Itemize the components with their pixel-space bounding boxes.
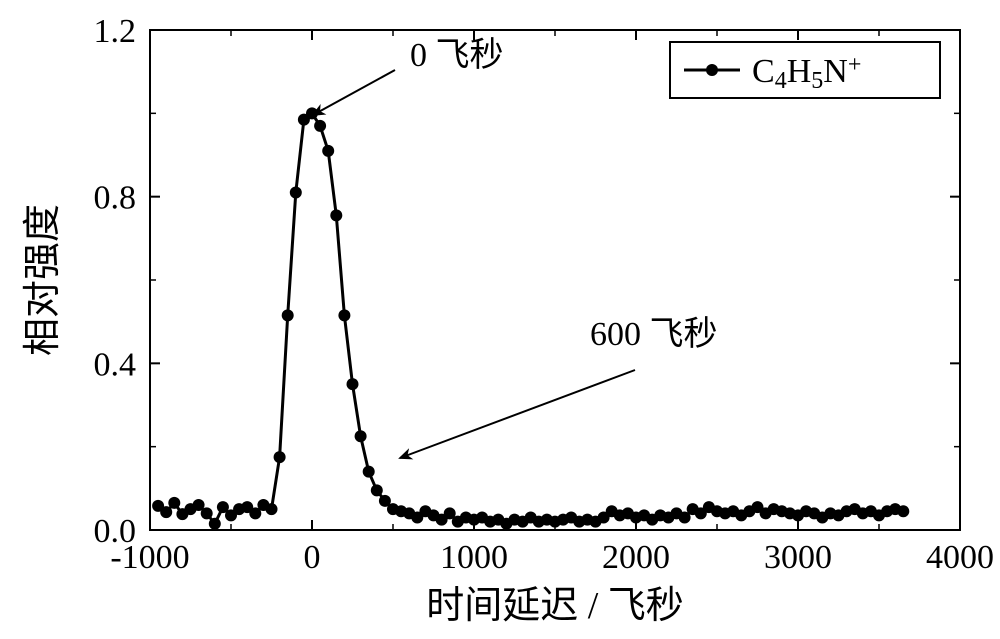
data-marker xyxy=(274,451,286,463)
data-marker xyxy=(282,309,294,321)
y-tick-label: 0.8 xyxy=(94,180,137,217)
annotation-arrow-1 xyxy=(400,370,635,458)
y-axis-label: 相对强度 xyxy=(22,204,64,356)
data-marker xyxy=(266,503,278,515)
x-tick-label: 4000 xyxy=(926,539,994,576)
data-marker xyxy=(209,518,221,530)
data-marker xyxy=(330,209,342,221)
x-tick-label: 2000 xyxy=(602,539,670,576)
data-marker xyxy=(897,505,909,517)
annotation-0: 0 飞秒 xyxy=(410,36,504,74)
data-marker xyxy=(363,466,375,478)
signal-chart: -1000010002000300040000.00.40.81.2时间延迟 /… xyxy=(0,0,1000,639)
annotation-1: 600 飞秒 xyxy=(590,315,718,353)
data-marker xyxy=(355,430,367,442)
data-marker xyxy=(338,309,350,321)
annotation-arrow-0 xyxy=(313,70,395,115)
data-marker xyxy=(168,497,180,509)
data-marker xyxy=(314,120,326,132)
data-marker xyxy=(371,484,383,496)
y-tick-label: 0.4 xyxy=(94,346,137,383)
data-marker xyxy=(290,187,302,199)
x-tick-label: 3000 xyxy=(764,539,832,576)
data-marker xyxy=(322,145,334,157)
data-marker xyxy=(347,378,359,390)
chart-container: -1000010002000300040000.00.40.81.2时间延迟 /… xyxy=(0,0,1000,639)
x-axis-label: 时间延迟 / 飞秒 xyxy=(426,585,684,627)
data-line xyxy=(158,113,903,523)
y-tick-label: 1.2 xyxy=(94,13,137,50)
x-tick-label: 0 xyxy=(304,539,321,576)
x-tick-label: 1000 xyxy=(440,539,508,576)
data-marker xyxy=(201,507,213,519)
data-marker xyxy=(160,506,172,518)
legend-label: C4H5N+ xyxy=(752,52,861,94)
y-tick-label: 0.0 xyxy=(94,513,137,550)
legend-marker-sample xyxy=(706,64,718,76)
